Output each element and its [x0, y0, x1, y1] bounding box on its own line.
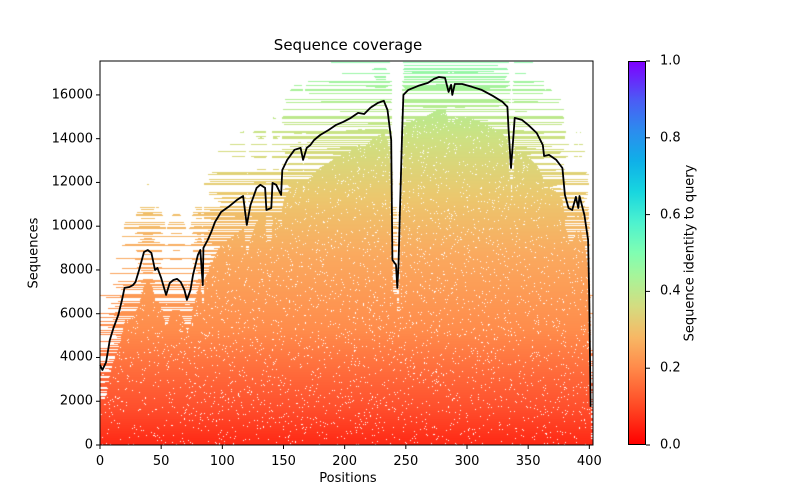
colorbar-tick-label: 0.2: [660, 360, 681, 376]
colorbar-tick-label: 1.0: [660, 53, 681, 69]
coverage-heatmap: [100, 61, 593, 445]
y-tick-label: 14000: [51, 131, 93, 147]
x-tick-label: 0: [95, 454, 105, 469]
x-tick-label: 400: [576, 454, 602, 469]
colorbar-label: Sequence identity to query: [682, 164, 698, 342]
colorbar-tick-label: 0.8: [660, 130, 681, 146]
x-tick-label: 250: [393, 454, 419, 469]
y-tick-label: 6000: [59, 306, 93, 322]
coverage-line: [99, 76, 592, 407]
y-tick-label: 2000: [59, 393, 93, 409]
colorbar: [628, 61, 646, 445]
colorbar-tick-label: 0.4: [660, 283, 681, 299]
y-tick-label: 0: [84, 437, 93, 453]
x-axis-label: Positions: [319, 471, 377, 486]
x-tick-label: 50: [152, 454, 170, 469]
x-tick-label: 150: [271, 454, 296, 469]
axes-frame: [99, 60, 594, 446]
colorbar-tick-label: 0.6: [660, 207, 681, 223]
y-tick-label: 12000: [51, 174, 93, 190]
y-tick-label: 8000: [59, 262, 93, 278]
x-tick-label: 100: [209, 454, 235, 469]
x-tick-label: 350: [515, 454, 541, 469]
x-tick-label: 200: [332, 454, 358, 469]
y-tick-label: 16000: [51, 87, 93, 103]
y-tick-label: 10000: [51, 218, 93, 234]
colorbar-tick-label: 0.0: [660, 437, 681, 453]
y-tick-label: 4000: [59, 349, 93, 365]
x-tick-label: 300: [454, 454, 480, 469]
chart-title: Sequence coverage: [273, 36, 423, 54]
y-axis-label: Sequences: [26, 217, 42, 289]
